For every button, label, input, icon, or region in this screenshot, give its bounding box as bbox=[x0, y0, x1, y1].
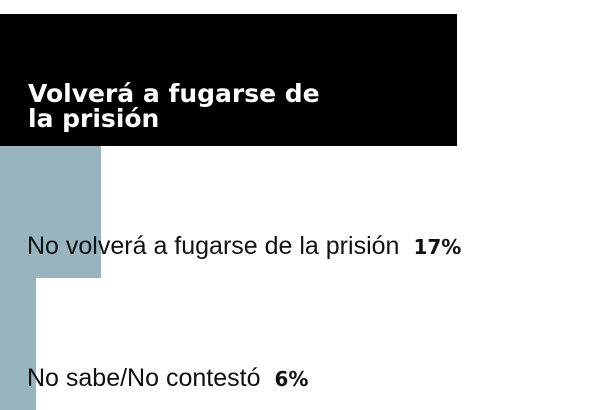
bar-1 bbox=[0, 14, 457, 146]
bar-2-value-label: 17% bbox=[413, 235, 462, 259]
bar-2-label-row: No volverá a fugarse de la prisión 17% bbox=[27, 232, 461, 261]
bar-1-category-label: Volverá a fugarse de la prisión bbox=[28, 79, 320, 133]
bar-3-label-row: No sabe/No contestó 6% bbox=[27, 364, 308, 393]
bar-3-value-label: 6% bbox=[274, 367, 309, 391]
bar-2 bbox=[0, 146, 101, 278]
bar-3-category-label: No sabe/No contestó bbox=[27, 364, 261, 392]
bar-2-category-label: No volverá a fugarse de la prisión bbox=[27, 232, 400, 260]
bar-3 bbox=[0, 278, 36, 410]
bar-1-value-label: 77% bbox=[502, 80, 590, 147]
